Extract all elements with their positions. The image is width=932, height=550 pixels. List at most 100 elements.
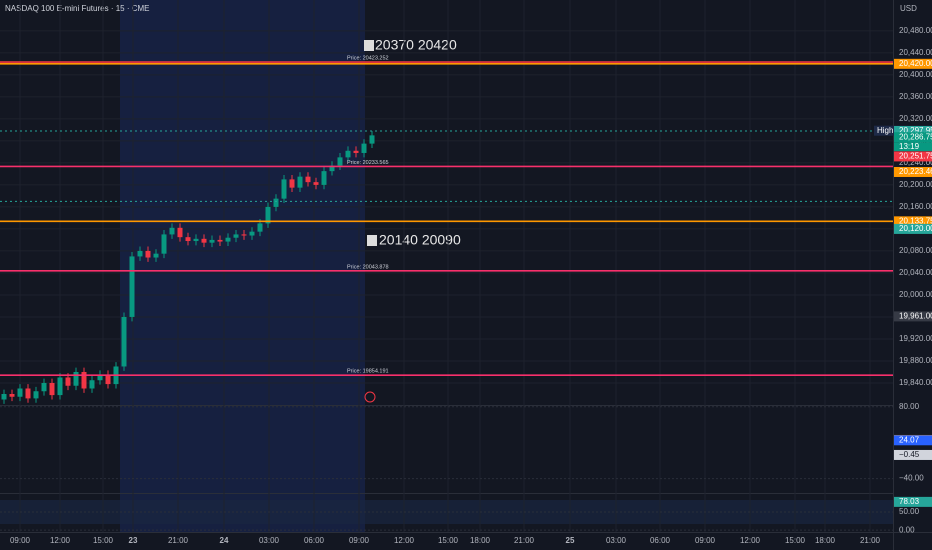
y-tick-label: 19,880.00 <box>899 356 932 365</box>
candle-body <box>129 256 135 317</box>
annotation: 20140 20090 <box>379 232 461 248</box>
y-tick-label: 19,840.00 <box>899 378 932 387</box>
candle-body <box>33 391 39 399</box>
tag-note-bg <box>874 125 894 136</box>
chart-title: NASDAQ 100 E-mini Futures · 15 · CME <box>5 4 149 13</box>
pane-tick-label: 80.00 <box>899 402 920 411</box>
x-tick-label: 12:00 <box>50 536 71 545</box>
candle-body <box>57 377 63 396</box>
x-tick-label: 03:00 <box>259 536 280 545</box>
price-tag <box>894 58 932 69</box>
price-tag <box>894 216 932 227</box>
candle-body <box>97 374 103 381</box>
x-tick-label: 09:00 <box>10 536 31 545</box>
price-tag <box>894 132 932 143</box>
pane-tag-label: 24.07 <box>899 435 920 444</box>
currency: USD <box>900 4 917 13</box>
y-tick-label: 20,400.00 <box>899 70 932 79</box>
candle-body <box>25 388 31 399</box>
candle-body <box>305 176 311 183</box>
candle-body <box>329 165 335 172</box>
candle-body <box>209 239 215 243</box>
candle-body <box>249 231 255 236</box>
candle-body <box>201 238 207 243</box>
price-tag-label: 20,133.75 <box>899 216 932 225</box>
x-tick-label: 18:00 <box>815 536 836 545</box>
x-tick-label: 21:00 <box>168 536 189 545</box>
candle-body <box>217 239 223 242</box>
candle-body <box>297 176 303 188</box>
candle-body <box>65 377 71 386</box>
price-tag-label: 20,420.00 <box>899 59 932 68</box>
candle-body <box>105 374 111 385</box>
candle-body <box>161 234 167 254</box>
candle-body <box>241 234 247 236</box>
candle-body <box>41 382 47 392</box>
down-icon <box>367 235 377 246</box>
x-tick-label: 25 <box>566 536 575 545</box>
candle-body <box>137 250 143 257</box>
pane-border <box>0 405 893 406</box>
tag-note: High <box>877 126 893 135</box>
y-tick-label: 20,000.00 <box>899 290 932 299</box>
countdown: 13:19 <box>899 142 920 151</box>
x-tick-label: 06:00 <box>650 536 671 545</box>
candle-body <box>49 382 55 396</box>
price-tag-label: 20,223.46 <box>899 167 932 176</box>
candle-body <box>73 371 79 386</box>
candle-body <box>185 237 191 242</box>
level-label: Price: 19854.191 <box>347 369 389 375</box>
axis-border <box>893 0 894 550</box>
candle-body <box>145 250 151 258</box>
x-tick-label: 15:00 <box>93 536 114 545</box>
candle-body <box>1 393 7 400</box>
pane-tag <box>894 496 932 507</box>
price-tag-label: 20,120.00 <box>899 224 932 233</box>
y-tick-label: 19,920.00 <box>899 334 932 343</box>
y-tick-label: 20,040.00 <box>899 268 932 277</box>
y-tick-label: 20,080.00 <box>899 246 932 255</box>
x-tick-label: 21:00 <box>514 536 535 545</box>
candle-body <box>273 198 279 207</box>
candle-body <box>313 182 319 185</box>
time-axis-border <box>0 532 932 533</box>
x-tick-label: 06:00 <box>304 536 325 545</box>
x-tick-label: 24 <box>220 536 229 545</box>
candle-body <box>345 150 351 158</box>
x-tick-label: 18:00 <box>470 536 491 545</box>
candle-body <box>233 234 239 238</box>
x-tick-label: 23 <box>129 536 138 545</box>
y-tick-label: 20,240.00 <box>899 158 932 167</box>
candle-body <box>265 206 271 224</box>
x-tick-label: 15:00 <box>438 536 459 545</box>
y-tick-label: 20,360.00 <box>899 92 932 101</box>
candle-body <box>9 393 15 397</box>
price-tag <box>894 166 932 177</box>
x-tick-label: 09:00 <box>695 536 716 545</box>
x-tick-label: 12:00 <box>740 536 761 545</box>
price-tag-label: 20,297.95 <box>899 126 932 135</box>
candle-body <box>193 238 199 242</box>
pane-tag <box>894 435 932 446</box>
annotation: 20370 20420 <box>375 37 457 53</box>
pane-tick-label: 50.00 <box>899 507 920 516</box>
candle-body <box>17 388 23 397</box>
level-label: Price: 20423.252 <box>347 55 389 61</box>
x-tick-label: 09:00 <box>349 536 370 545</box>
candle-body <box>121 316 127 367</box>
up-icon <box>364 40 374 51</box>
y-tick-label: 20,160.00 <box>899 202 932 211</box>
pane-tag-label: 78.03 <box>899 497 920 506</box>
candle-body <box>337 157 343 166</box>
candle-body <box>81 371 87 389</box>
y-tick-label: 20,440.00 <box>899 48 932 57</box>
pane-tick-label: −40.00 <box>899 474 924 483</box>
y-tick-label: 20,480.00 <box>899 26 932 35</box>
candle-body <box>153 253 159 258</box>
y-tick-label: 20,320.00 <box>899 114 932 123</box>
price-tag <box>894 311 932 322</box>
candle-body <box>89 380 95 389</box>
x-tick-label: 15:00 <box>785 536 806 545</box>
candle-body <box>321 171 327 185</box>
